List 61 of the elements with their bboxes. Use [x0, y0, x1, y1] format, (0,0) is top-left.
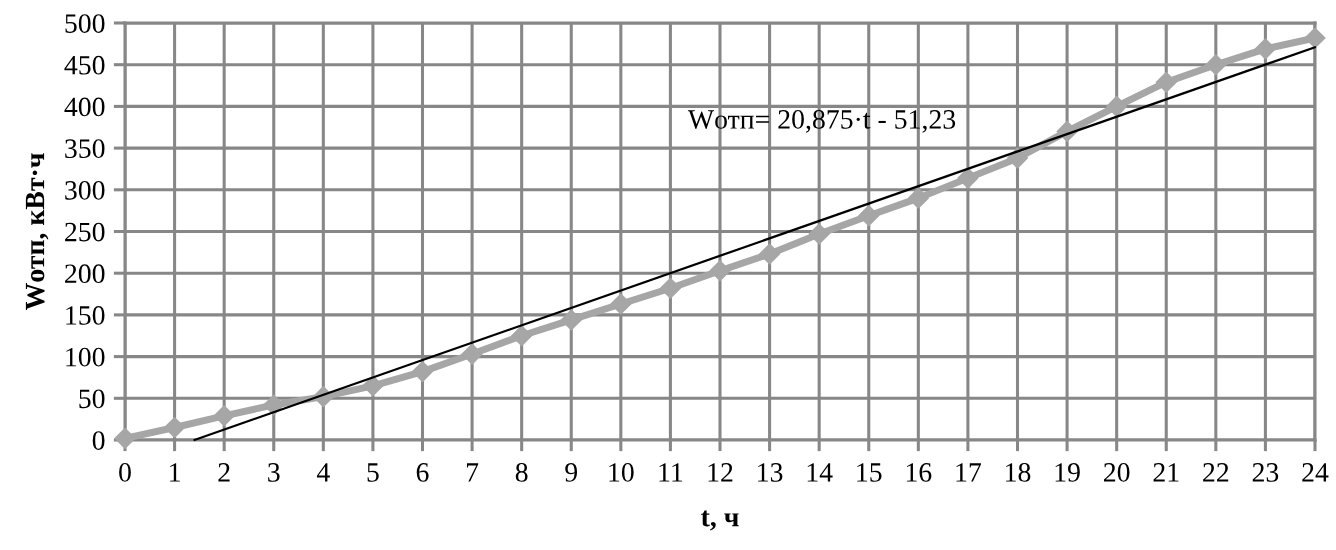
point: [907, 187, 930, 209]
y-tick-label: 0: [92, 431, 105, 450]
point: [213, 405, 235, 427]
point: [362, 374, 384, 397]
y-tick-label: 450: [64, 55, 105, 75]
point: [808, 223, 830, 245]
y-tick-label: 300: [65, 180, 105, 200]
x-tick-label: 21: [1153, 463, 1179, 482]
x-tick-label: 23: [1252, 463, 1279, 482]
point: [411, 360, 434, 383]
x-tick-label: 13: [758, 463, 783, 482]
point: [957, 167, 979, 189]
x-tick-label: 22: [1203, 463, 1229, 482]
x-tick-label: 1: [170, 463, 180, 482]
point: [1254, 38, 1277, 60]
x-tick-label: 18: [1006, 463, 1031, 482]
point: [163, 416, 186, 439]
point: [1205, 53, 1227, 76]
x-tick-label: 8: [515, 463, 528, 482]
x-tick-label: 19: [1055, 463, 1080, 482]
point: [560, 309, 583, 331]
point: [510, 324, 533, 347]
x-tick-label: 5: [367, 463, 379, 482]
x-tick-label: 14: [807, 463, 833, 482]
point: [610, 293, 632, 315]
annotation: Wотп= 20,875·t - 51,23: [687, 110, 956, 133]
x-tick-label: 9: [565, 463, 578, 482]
y-tick-label: 400: [64, 97, 105, 117]
x-tick-label: 6: [416, 463, 429, 482]
point: [461, 343, 483, 365]
x-tick-label: 15: [857, 463, 882, 482]
point: [1155, 71, 1178, 94]
y-tick-label: 50: [79, 389, 105, 409]
x-tick-label: 0: [119, 463, 131, 482]
x-tick-label: 16: [906, 463, 932, 482]
y-tick-label: 250: [65, 222, 105, 242]
x-tick-label: 7: [466, 463, 479, 482]
point: [1304, 27, 1326, 49]
point: [1105, 95, 1128, 118]
x-tick-label: 17: [956, 463, 982, 482]
point: [857, 204, 880, 227]
point: [709, 259, 731, 282]
x-tick-label: 10: [609, 463, 634, 482]
y-tick-label: 200: [65, 264, 105, 284]
x-tick-label: 4: [316, 463, 330, 482]
point: [758, 243, 781, 265]
point: [262, 394, 285, 416]
y-tick-label: 350: [65, 139, 105, 159]
x-tick-label: 12: [708, 463, 733, 482]
y-axis-title: Wотп, кВт·ч: [25, 153, 49, 311]
y-tick-label: 500: [65, 14, 105, 33]
x-axis-title: t, ч: [701, 510, 739, 531]
x-tick-label: 3: [268, 463, 280, 482]
point: [659, 277, 682, 300]
x-tick-label: 20: [1104, 463, 1130, 482]
y-tick-label: 100: [66, 347, 105, 367]
point: [114, 427, 136, 450]
x-tick-label: 11: [659, 463, 683, 482]
x-tick-label: 24: [1302, 463, 1329, 482]
x-tick-label: 2: [218, 463, 230, 482]
y-tick-label: 150: [66, 306, 105, 325]
